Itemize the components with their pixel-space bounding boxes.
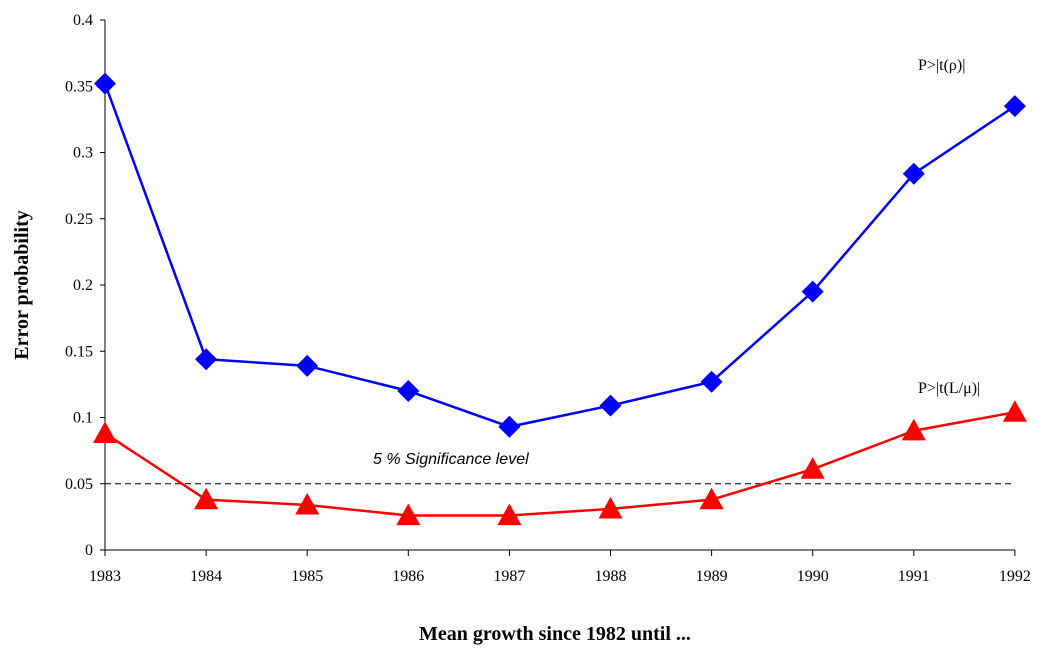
- y-tick-label: 0.15: [65, 343, 93, 360]
- data-point-diamond: [498, 415, 521, 438]
- data-point-triangle: [699, 487, 724, 510]
- x-axis-ticks: 1983 1984 1985 1986 1987 1988 1989 1990 1991 1992: [89, 550, 1031, 585]
- x-tick-label: 1984: [190, 568, 222, 585]
- y-tick-label: 0.1: [73, 410, 93, 427]
- x-tick-label: 1989: [696, 568, 728, 585]
- data-point-triangle: [497, 503, 522, 526]
- axes: [104, 20, 1015, 551]
- data-point-diamond: [700, 370, 723, 393]
- data-point-diamond: [397, 380, 420, 402]
- data-point-diamond: [195, 348, 218, 371]
- y-axis-title: Error probability: [11, 210, 33, 359]
- y-tick-label: 0: [85, 542, 93, 559]
- y-axis-ticks: 0 0.05 0.1 0.15 0.2 0.25 0.3 0.35 0.4: [65, 12, 105, 559]
- y-tick-label: 0.4: [73, 12, 93, 29]
- significance-level-label: 5 % Significance level: [373, 451, 529, 468]
- series-0: [94, 72, 1026, 438]
- data-point-triangle: [396, 503, 421, 526]
- data-point-triangle: [93, 421, 117, 443]
- x-tick-label: 1991: [898, 568, 930, 585]
- x-tick-label: 1988: [595, 568, 627, 585]
- series-line: [103, 83, 1016, 429]
- y-tick-label: 0.3: [73, 145, 93, 162]
- series-label-rho: P>|t(ρ)|: [918, 57, 965, 74]
- x-tick-label: 1983: [89, 568, 121, 585]
- series-layer: [93, 72, 1027, 526]
- x-tick-label: 1990: [797, 568, 829, 585]
- data-point-diamond: [801, 280, 824, 303]
- series-label-l-mu: P>|t(L/μ)|: [918, 380, 980, 397]
- x-tick-label: 1986: [392, 568, 424, 585]
- data-point-triangle: [901, 418, 926, 441]
- data-point-diamond: [599, 394, 622, 417]
- data-point-triangle: [194, 487, 219, 510]
- x-tick-label: 1987: [493, 568, 525, 585]
- data-point-diamond: [902, 162, 925, 185]
- data-point-triangle: [598, 496, 623, 519]
- y-tick-label: 0.2: [73, 277, 93, 294]
- x-tick-label: 1985: [291, 568, 323, 585]
- y-tick-label: 0.35: [65, 78, 93, 95]
- data-point-triangle: [800, 457, 825, 479]
- data-point-triangle: [1002, 400, 1027, 422]
- data-point-diamond: [94, 72, 116, 95]
- series-line: [104, 410, 1016, 517]
- x-tick-label: 1992: [999, 568, 1031, 585]
- series-1: [93, 400, 1027, 526]
- y-tick-label: 0.25: [65, 211, 93, 228]
- data-point-diamond: [1003, 95, 1026, 118]
- y-tick-label: 0.05: [65, 476, 93, 493]
- x-axis-title: Mean growth since 1982 until ...: [419, 623, 691, 645]
- data-point-triangle: [295, 492, 320, 515]
- data-point-diamond: [296, 354, 319, 377]
